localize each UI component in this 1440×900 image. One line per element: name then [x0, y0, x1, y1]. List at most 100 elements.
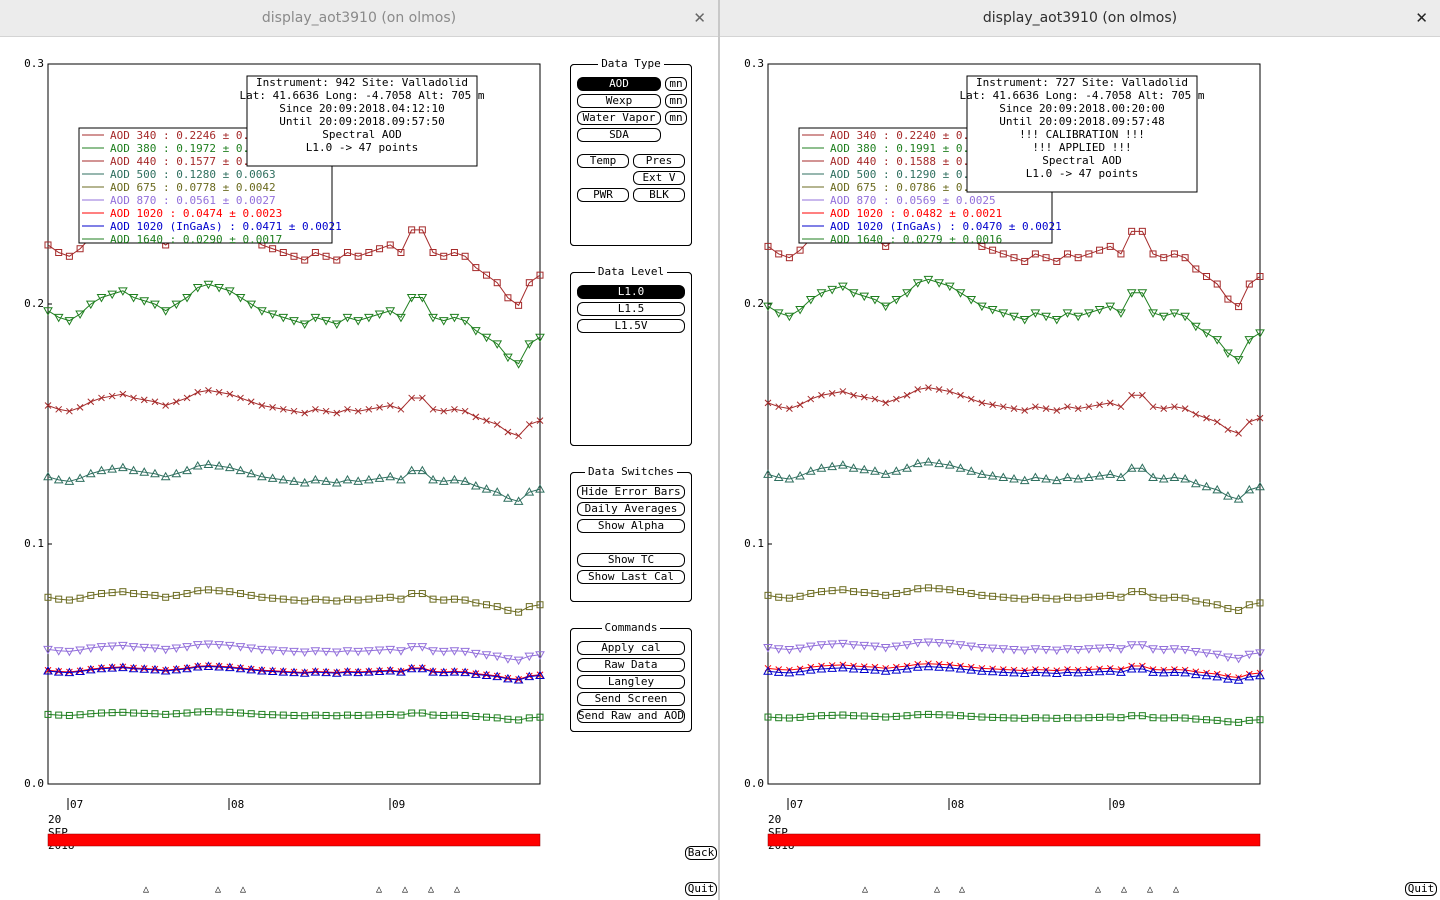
temp-button[interactable]: Temp: [577, 154, 629, 168]
data-point: [429, 249, 437, 257]
data-point: [871, 395, 879, 403]
data-point: [1158, 667, 1169, 677]
data-point: [269, 711, 277, 719]
data-point: [85, 468, 96, 478]
data-point: [450, 249, 458, 257]
data-point: [882, 713, 890, 721]
data-point: [354, 668, 362, 676]
quit-button[interactable]: Quit: [685, 882, 717, 896]
data-point: [492, 671, 503, 681]
water-vapor-button[interactable]: Water Vapor: [577, 111, 661, 125]
data-point: [1085, 403, 1093, 411]
data-point: [299, 648, 310, 658]
data-point: [438, 476, 449, 485]
data-point: [289, 317, 299, 326]
data-level-panel: Data Level L1.0 L1.5 L1.5V: [570, 265, 692, 446]
data-point: [838, 460, 848, 469]
level-l15-button[interactable]: L1.5: [577, 302, 685, 316]
info-line: L1.0 -> 47 points: [1026, 167, 1139, 180]
data-point: [989, 246, 997, 254]
data-point: [504, 428, 512, 436]
event-marker: △: [402, 884, 408, 895]
data-point: [924, 710, 932, 718]
send-screen-button[interactable]: Send Screen: [577, 692, 685, 706]
data-type-panel: Data Type AOD mn Wexp mn Water Vapor mn …: [570, 57, 692, 246]
data-point: [764, 399, 772, 407]
water-vapor-mn-button[interactable]: mn: [665, 111, 687, 125]
data-point: [784, 474, 795, 483]
data-point: [848, 463, 859, 472]
data-point: [1203, 414, 1210, 422]
data-point: [1171, 403, 1178, 411]
data-point: [1030, 645, 1041, 654]
data-point: [224, 662, 235, 672]
data-point: [365, 595, 373, 603]
level-l15v-button[interactable]: L1.5V: [577, 319, 685, 333]
data-point: [1256, 599, 1264, 607]
data-point: [882, 591, 890, 599]
raw-data-button[interactable]: Raw Data: [577, 658, 685, 672]
aod-mn-button[interactable]: mn: [665, 77, 687, 91]
data-point: [279, 668, 287, 675]
data-point: [1126, 663, 1137, 673]
ext-v-button[interactable]: Ext V: [633, 171, 685, 185]
data-point: [118, 662, 128, 672]
data-point: [1126, 463, 1137, 472]
data-point: [258, 666, 266, 674]
data-point: [150, 300, 160, 310]
data-point: [140, 590, 148, 598]
data-point: [194, 662, 202, 670]
data-point: [880, 302, 891, 312]
data-point: [1255, 481, 1265, 491]
data-point: [807, 395, 815, 403]
data-point: [183, 664, 191, 672]
data-point: [235, 293, 246, 303]
show-alpha-button[interactable]: Show Alpha: [577, 519, 685, 533]
close-icon[interactable]: ✕: [693, 9, 706, 27]
data-point: [171, 664, 182, 674]
hide-error-bars-button[interactable]: Hide Error Bars: [577, 485, 685, 499]
sda-button[interactable]: SDA: [577, 128, 661, 142]
quit-button[interactable]: Quit: [1405, 882, 1437, 896]
legend-entry: AOD 675 : 0.0786 ± 0.0040: [830, 181, 996, 194]
blk-button[interactable]: BLK: [633, 188, 685, 202]
data-point: [1190, 478, 1201, 488]
data-point: [247, 591, 255, 599]
data-point: [119, 588, 127, 596]
aod-button[interactable]: AOD: [577, 77, 661, 91]
data-point: [1149, 593, 1157, 601]
data-point: [130, 590, 138, 598]
data-point: [525, 421, 533, 428]
data-point: [406, 465, 417, 475]
data-point: [1009, 645, 1019, 655]
data-point: [322, 252, 330, 260]
close-icon[interactable]: ✕: [1415, 9, 1428, 27]
show-last-cal-button[interactable]: Show Last Cal: [577, 570, 685, 584]
data-point: [1074, 594, 1082, 602]
event-marker: △: [428, 884, 434, 895]
wexp-mn-button[interactable]: mn: [665, 94, 687, 108]
data-point: [493, 714, 501, 722]
data-point: [278, 647, 289, 656]
data-point: [192, 461, 203, 470]
data-point: [848, 663, 859, 673]
data-point: [461, 407, 469, 415]
data-point: [1160, 254, 1168, 262]
apply-cal-button[interactable]: Apply cal: [577, 641, 685, 655]
pwr-button[interactable]: PWR: [577, 188, 629, 202]
data-point: [775, 714, 783, 722]
data-point: [76, 404, 84, 411]
data-point: [1160, 594, 1168, 602]
send-raw-aod-button[interactable]: Send Raw and AOD: [577, 709, 685, 723]
wexp-button[interactable]: Wexp: [577, 94, 661, 108]
daily-averages-button[interactable]: Daily Averages: [577, 502, 685, 516]
data-point: [860, 393, 868, 401]
show-tc-button[interactable]: Show TC: [577, 553, 685, 567]
data-point: [1181, 594, 1189, 602]
data-point: [87, 398, 95, 406]
level-l10-button[interactable]: L1.0: [577, 285, 685, 299]
langley-button[interactable]: Langley: [577, 675, 685, 689]
back-button[interactable]: Back: [685, 846, 717, 860]
pres-button[interactable]: Pres: [633, 154, 685, 168]
event-marker: △: [1173, 884, 1179, 895]
